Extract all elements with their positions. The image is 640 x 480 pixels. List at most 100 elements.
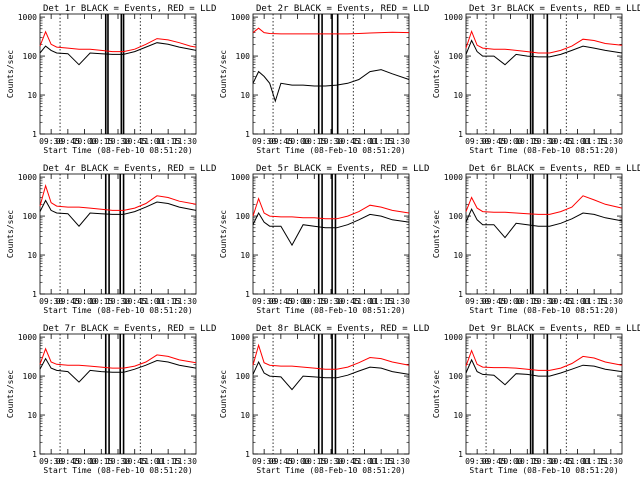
events-series-line xyxy=(39,357,197,383)
plot-frame xyxy=(252,333,410,455)
panel-9: Det 9r BLACK = Events, RED = LLD 1 10 100 10… xyxy=(432,324,640,475)
x-tick-label: 11:00 xyxy=(139,457,163,466)
panel-title: Det 6r BLACK = Events, RED = LLD xyxy=(469,164,640,174)
panel-1: Det 1r BLACK = Events, RED = LLD 1 10 100 10… xyxy=(6,4,216,155)
y-tick-label: 1 xyxy=(458,450,463,459)
x-tick-label: 11:00 xyxy=(352,457,376,466)
events-series-line xyxy=(465,208,623,239)
x-tick-label: 10:45 xyxy=(549,457,573,466)
x-tick-label: 09:30 xyxy=(39,137,63,146)
x-tick-label: 10:00 xyxy=(73,137,97,146)
plot-frame xyxy=(252,173,410,295)
y-tick-label: 1 xyxy=(32,130,37,139)
x-tick-label: 10:30 xyxy=(319,137,343,146)
x-tick-label: 09:30 xyxy=(465,457,489,466)
x-tick-label: 10:15 xyxy=(302,297,326,306)
x-tick-label: 09:30 xyxy=(252,457,276,466)
y-axis-label: Counts/sec xyxy=(432,50,441,98)
x-axis-label: Start Time (08-Feb-10 08:51:20) xyxy=(43,466,192,475)
x-tick-label: 10:15 xyxy=(515,297,539,306)
x-tick-label: 10:15 xyxy=(302,457,326,466)
x-tick-label: 09:30 xyxy=(252,297,276,306)
x-tick-label: 09:45 xyxy=(56,457,80,466)
x-tick-label: 10:45 xyxy=(123,457,147,466)
x-tick-label: 11:00 xyxy=(352,297,376,306)
y-tick-label: 100 xyxy=(23,52,38,61)
x-tick-label: 11:15 xyxy=(369,457,393,466)
x-tick-label: 10:15 xyxy=(515,137,539,146)
y-tick-label: 1000 xyxy=(18,13,37,22)
x-tick-label: 10:15 xyxy=(89,297,113,306)
x-tick-label: 11:15 xyxy=(369,137,393,146)
y-tick-label: 1000 xyxy=(231,13,250,22)
panel-title: Det 9r BLACK = Events, RED = LLD xyxy=(469,324,640,334)
x-tick-label: 11:00 xyxy=(139,137,163,146)
x-tick-label: 10:30 xyxy=(532,297,556,306)
x-tick-label: 09:45 xyxy=(482,297,506,306)
lld-series-line xyxy=(465,195,623,215)
x-tick-label: 10:45 xyxy=(123,137,147,146)
y-tick-label: 1 xyxy=(245,130,250,139)
lld-series-line xyxy=(252,197,410,220)
events-series-line xyxy=(465,39,623,66)
plot-frame xyxy=(39,13,197,135)
x-axis-label: Start Time (08-Feb-10 08:51:20) xyxy=(256,306,405,315)
x-tick-label: 10:30 xyxy=(532,137,556,146)
y-tick-label: 1000 xyxy=(231,173,250,182)
x-tick-label: 10:00 xyxy=(286,297,310,306)
x-tick-label: 09:45 xyxy=(482,137,506,146)
lld-series-line xyxy=(465,349,623,371)
x-tick-label: 09:45 xyxy=(269,457,293,466)
x-tick-label: 10:00 xyxy=(73,457,97,466)
y-tick-label: 1 xyxy=(32,450,37,459)
x-tick-label: 11:00 xyxy=(565,297,589,306)
panel-title: Det 4r BLACK = Events, RED = LLD xyxy=(43,164,216,174)
panel-2: Det 2r BLACK = Events, RED = LLD 1 10 100 10… xyxy=(219,4,429,155)
x-tick-label: 11:30 xyxy=(386,457,410,466)
x-tick-label: 09:45 xyxy=(482,457,506,466)
y-tick-label: 10 xyxy=(27,411,37,420)
panel-7: Det 7r BLACK = Events, RED = LLD 1 10 100 10… xyxy=(6,324,216,475)
plot-frame xyxy=(39,333,197,455)
x-tick-label: 11:15 xyxy=(156,137,180,146)
y-tick-label: 1 xyxy=(458,290,463,299)
y-tick-label: 100 xyxy=(449,52,464,61)
x-tick-label: 10:30 xyxy=(106,297,130,306)
plot-frame xyxy=(465,333,623,455)
x-tick-label: 10:15 xyxy=(515,457,539,466)
y-tick-label: 10 xyxy=(453,411,463,420)
lld-series-line xyxy=(39,347,197,369)
panel-4: Det 4r BLACK = Events, RED = LLD 1 10 100 10… xyxy=(6,164,216,315)
lld-series-line xyxy=(465,29,623,54)
x-tick-label: 10:45 xyxy=(336,297,360,306)
y-tick-label: 100 xyxy=(236,52,251,61)
x-tick-label: 10:30 xyxy=(106,137,130,146)
y-tick-label: 10 xyxy=(27,251,37,260)
events-series-line xyxy=(252,211,410,247)
x-tick-label: 11:30 xyxy=(599,137,623,146)
panel-6: Det 6r BLACK = Events, RED = LLD 1 10 100 10… xyxy=(432,164,640,315)
y-axis-label: Counts/sec xyxy=(432,210,441,258)
plot-frame xyxy=(465,13,623,135)
y-tick-label: 100 xyxy=(236,372,251,381)
y-axis-label: Counts/sec xyxy=(432,370,441,418)
x-tick-label: 10:15 xyxy=(89,457,113,466)
x-tick-label: 11:15 xyxy=(156,297,180,306)
panel-title: Det 8r BLACK = Events, RED = LLD xyxy=(256,324,429,334)
lld-series-line xyxy=(39,183,197,211)
panel-title: Det 3r BLACK = Events, RED = LLD xyxy=(469,4,640,14)
lld-series-line xyxy=(252,27,410,35)
x-tick-label: 09:45 xyxy=(56,137,80,146)
y-tick-label: 1000 xyxy=(231,333,250,342)
y-tick-label: 10 xyxy=(240,251,250,260)
x-tick-label: 09:45 xyxy=(269,297,293,306)
panel-8: Det 8r BLACK = Events, RED = LLD 1 10 100 10… xyxy=(219,324,429,475)
x-tick-label: 11:30 xyxy=(599,297,623,306)
y-tick-label: 100 xyxy=(23,372,38,381)
x-tick-label: 11:15 xyxy=(582,457,606,466)
y-tick-label: 10 xyxy=(453,251,463,260)
x-axis-label: Start Time (08-Feb-10 08:51:20) xyxy=(43,146,192,155)
x-tick-label: 10:00 xyxy=(286,457,310,466)
x-tick-label: 10:30 xyxy=(319,297,343,306)
